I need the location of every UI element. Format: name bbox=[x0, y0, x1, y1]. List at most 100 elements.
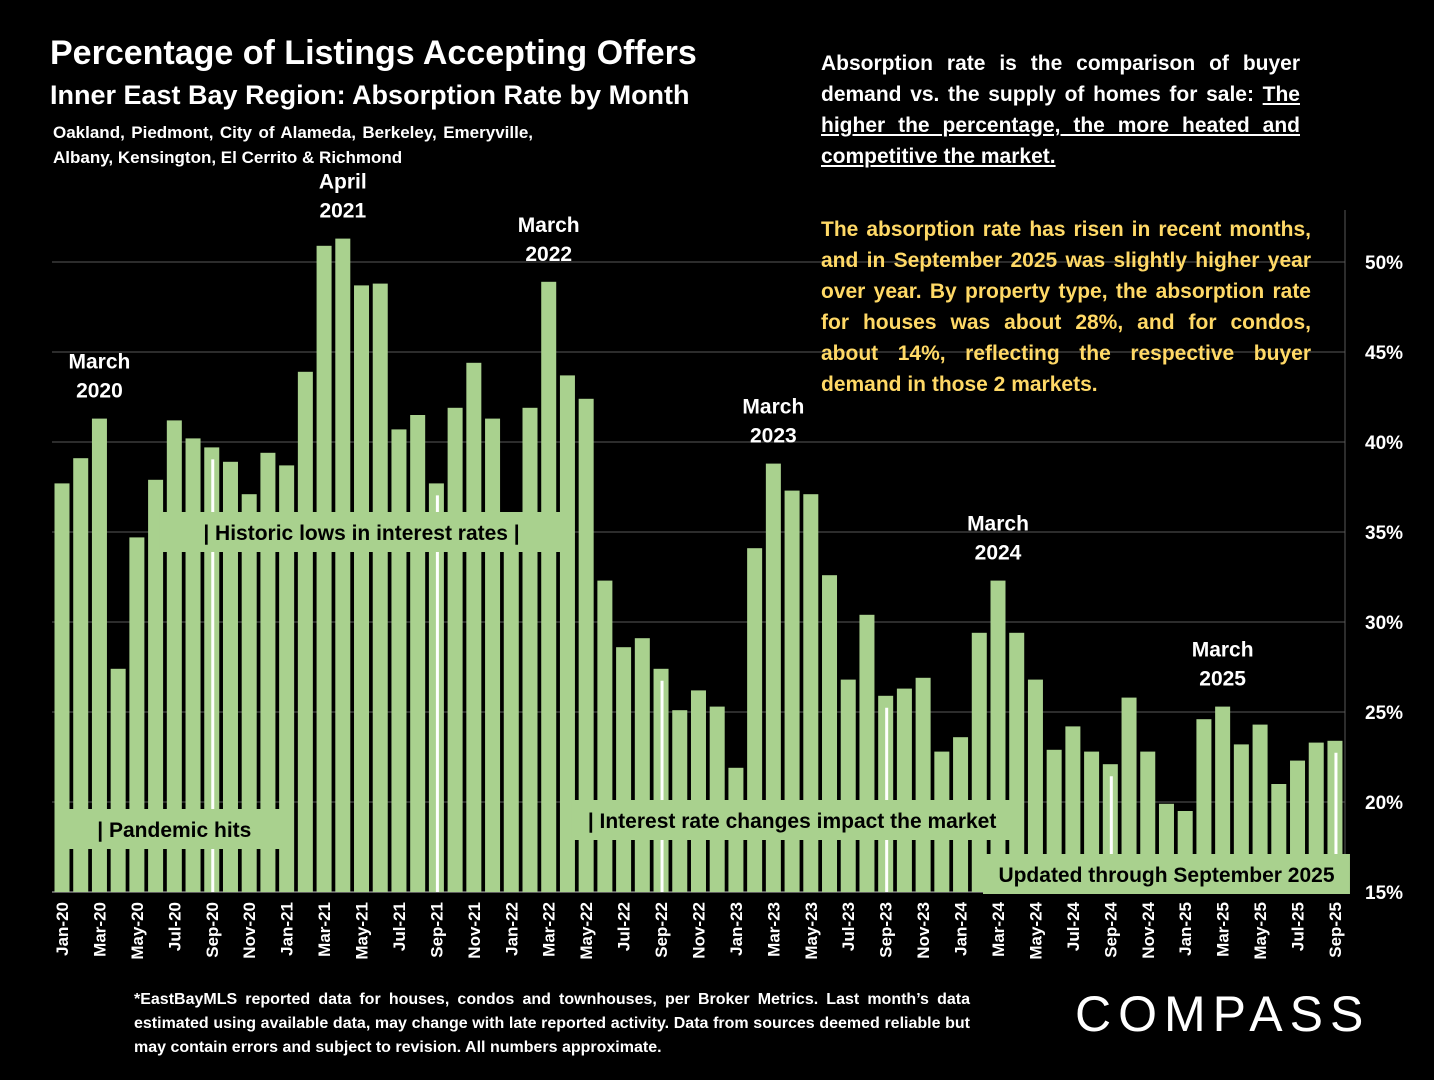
x-tick-label: Nov-24 bbox=[1139, 901, 1158, 958]
bar-May-24 bbox=[1027, 679, 1043, 892]
bar-Jul-22 bbox=[616, 647, 632, 892]
x-tick-label: Sep-22 bbox=[652, 902, 671, 958]
x-tick-label: May-20 bbox=[128, 902, 147, 960]
bar-Feb-21 bbox=[297, 371, 313, 892]
bar-Dec-20 bbox=[260, 452, 276, 892]
annotation-box bbox=[983, 854, 1350, 894]
peak-label: 2025 bbox=[1199, 668, 1246, 691]
bar-Jan-22 bbox=[503, 524, 519, 892]
bar-Mar-23 bbox=[765, 463, 781, 892]
region-cities: Oakland, Piedmont, City of Alameda, Berk… bbox=[53, 123, 533, 167]
bar-May-23 bbox=[803, 494, 819, 892]
bar-Mar-25 bbox=[1215, 706, 1231, 892]
chart-subtitle: Inner East Bay Region: Absorption Rate b… bbox=[50, 80, 690, 110]
peak-label: 2020 bbox=[76, 380, 123, 403]
bar-Apr-20 bbox=[110, 668, 126, 892]
chart-title: Percentage of Listings Accepting Offers bbox=[50, 34, 697, 72]
bar-Jul-23 bbox=[840, 679, 856, 892]
x-tick-label: Jul-22 bbox=[615, 902, 634, 951]
x-tick-label: Jul-25 bbox=[1289, 902, 1308, 951]
bar-Jun-23 bbox=[822, 575, 838, 892]
bar-Apr-24 bbox=[1009, 632, 1025, 892]
y-tick-label: 20% bbox=[1365, 793, 1403, 814]
bar-Nov-23 bbox=[915, 677, 931, 892]
x-tick-label: Jan-20 bbox=[53, 902, 72, 956]
x-tick-label: Jan-25 bbox=[1176, 902, 1195, 956]
annotation-box bbox=[65, 809, 283, 849]
bar-Oct-23 bbox=[896, 688, 912, 892]
bar-May-20 bbox=[129, 537, 145, 892]
annotation-text: | Interest rate changes impact the marke… bbox=[588, 810, 997, 833]
x-tick-label: May-23 bbox=[802, 902, 821, 960]
x-tick-label: Nov-23 bbox=[914, 902, 933, 959]
bar-Feb-20 bbox=[73, 458, 89, 892]
bar-Aug-21 bbox=[410, 415, 426, 892]
y-tick-label: 15% bbox=[1365, 883, 1403, 904]
bar-Jun-20 bbox=[148, 479, 164, 892]
x-tick-label: Nov-21 bbox=[465, 902, 484, 959]
x-tick-label: Jul-24 bbox=[1064, 901, 1083, 951]
bar-Mar-24 bbox=[990, 580, 1006, 892]
bar-Jan-21 bbox=[279, 465, 295, 892]
annotation-text: Updated through September 2025 bbox=[998, 864, 1334, 887]
bar-Jul-24 bbox=[1065, 726, 1081, 892]
bar-Dec-21 bbox=[485, 418, 501, 892]
y-tick-label: 30% bbox=[1365, 613, 1403, 634]
explanation-emphasis: The higher the percentage, the more heat… bbox=[821, 83, 1300, 168]
peak-label: March bbox=[742, 396, 804, 419]
x-tick-label: Sep-24 bbox=[1101, 901, 1120, 957]
x-tick-label: Mar-21 bbox=[315, 902, 334, 957]
bar-Apr-23 bbox=[784, 490, 800, 892]
x-tick-label: Sep-25 bbox=[1326, 902, 1345, 958]
explanation-text: Absorption rate is the comparison of buy… bbox=[821, 52, 1300, 106]
peak-label: April bbox=[319, 171, 367, 194]
bar-May-22 bbox=[578, 398, 594, 892]
x-tick-label: Mar-22 bbox=[540, 902, 559, 957]
bar-Jun-22 bbox=[597, 580, 613, 892]
y-tick-label: 35% bbox=[1365, 523, 1403, 544]
bar-Jun-21 bbox=[372, 283, 388, 893]
x-tick-label: May-25 bbox=[1251, 902, 1270, 960]
bar-Apr-22 bbox=[559, 375, 575, 892]
bar-Mar-22 bbox=[541, 281, 557, 892]
bar-Feb-22 bbox=[522, 407, 538, 892]
bar-Mar-20 bbox=[91, 418, 107, 892]
x-tick-label: Sep-21 bbox=[427, 902, 446, 958]
x-tick-label: Jan-21 bbox=[278, 902, 297, 956]
bar-Feb-25 bbox=[1196, 719, 1212, 892]
annotation-box bbox=[159, 512, 564, 552]
bar-Dec-22 bbox=[709, 706, 725, 892]
x-tick-label: May-22 bbox=[577, 902, 596, 960]
peak-label: 2021 bbox=[319, 200, 366, 223]
annotation-box bbox=[571, 800, 1013, 840]
market-summary: The absorption rate has risen in recent … bbox=[821, 218, 1311, 396]
bar-Apr-21 bbox=[335, 238, 351, 893]
bar-Feb-23 bbox=[747, 548, 763, 892]
peak-label: March bbox=[1192, 639, 1254, 662]
bar-Jul-21 bbox=[391, 429, 407, 892]
x-tick-label: Jan-24 bbox=[952, 901, 971, 955]
peak-label: 2023 bbox=[750, 425, 797, 448]
y-tick-label: 40% bbox=[1365, 433, 1403, 454]
bar-Aug-22 bbox=[634, 638, 650, 892]
peak-label: 2022 bbox=[525, 243, 572, 266]
bar-Aug-23 bbox=[859, 614, 875, 892]
x-tick-label: Jul-20 bbox=[165, 902, 184, 951]
bar-Oct-20 bbox=[222, 461, 238, 892]
x-tick-label: Mar-20 bbox=[90, 902, 109, 957]
bar-Mar-21 bbox=[316, 245, 332, 893]
bar-May-25 bbox=[1252, 724, 1268, 892]
x-tick-label: Nov-22 bbox=[689, 902, 708, 959]
bar-Feb-24 bbox=[971, 632, 987, 892]
footnote: *EastBayMLS reported data for houses, co… bbox=[134, 991, 970, 1056]
x-tick-label: May-24 bbox=[1026, 901, 1045, 959]
x-tick-label: Mar-25 bbox=[1214, 902, 1233, 957]
absorption-explanation: Absorption rate is the comparison of buy… bbox=[821, 48, 1300, 172]
x-tick-label: Nov-20 bbox=[240, 902, 259, 959]
x-tick-label: Mar-24 bbox=[989, 901, 1008, 956]
annotation-text: | Pandemic hits bbox=[97, 819, 251, 842]
bar-Nov-20 bbox=[241, 494, 257, 892]
bar-Oct-24 bbox=[1121, 697, 1137, 892]
y-tick-label: 25% bbox=[1365, 703, 1403, 724]
